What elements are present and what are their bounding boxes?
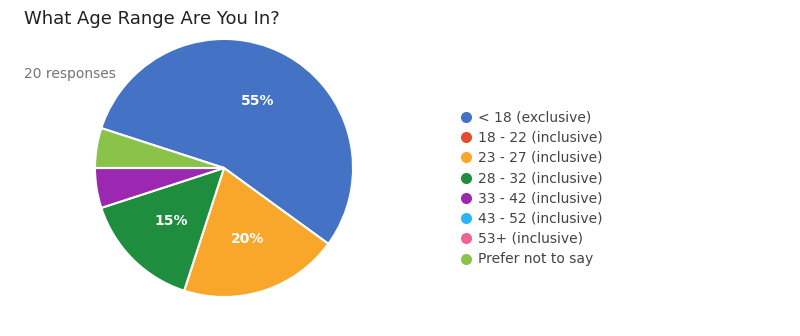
Text: 20 responses: 20 responses (24, 67, 116, 81)
Text: What Age Range Are You In?: What Age Range Are You In? (24, 10, 280, 28)
Text: 20%: 20% (230, 232, 264, 246)
Wedge shape (102, 39, 353, 244)
Wedge shape (95, 168, 224, 208)
Wedge shape (184, 168, 328, 297)
Wedge shape (95, 128, 224, 168)
Wedge shape (102, 168, 224, 291)
Text: 55%: 55% (242, 94, 274, 108)
Legend: < 18 (exclusive), 18 - 22 (inclusive), 23 - 27 (inclusive), 28 - 32 (inclusive),: < 18 (exclusive), 18 - 22 (inclusive), 2… (463, 110, 603, 266)
Text: 15%: 15% (154, 214, 188, 228)
